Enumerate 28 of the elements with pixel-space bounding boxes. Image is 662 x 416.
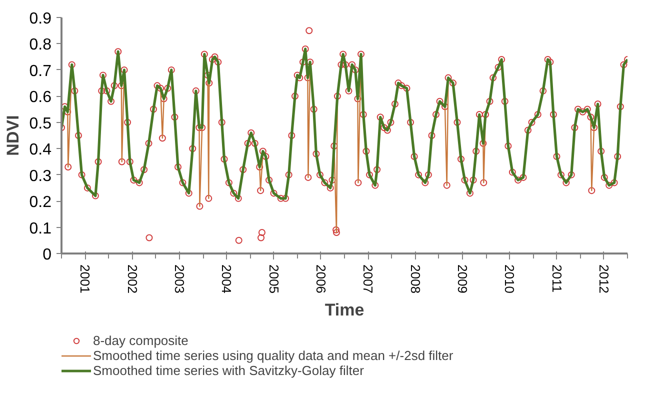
x-tick-label: 2008	[408, 264, 423, 294]
x-tick-label: 2011	[549, 264, 564, 292]
x-tick-label: 2010	[502, 264, 518, 294]
line-series	[62, 48, 628, 200]
y-tick-label: 0.5	[29, 115, 52, 132]
x-tick-label: 2006	[313, 264, 328, 294]
x-tick-label: 2007	[360, 264, 376, 294]
y-tick-label: 0.4	[29, 142, 52, 159]
y-tick-label: 0.1	[29, 220, 52, 238]
x-tick-label: 2004	[219, 264, 234, 294]
y-axis-title: NDVI	[3, 115, 22, 156]
x-tick-label: 2003	[172, 264, 187, 294]
y-tick-label: 0.6	[29, 89, 52, 106]
legend-label: 8-day composite	[93, 333, 188, 348]
x-tick-label: 2002	[124, 264, 140, 294]
y-tick-label: 0	[42, 246, 52, 264]
x-axis-title: Time	[324, 300, 364, 320]
x-tick-label: 2009	[454, 264, 470, 294]
y-tick-label: 0.9	[29, 10, 52, 28]
legend-label: Smoothed time series using quality data and mean +/-2sd filter	[93, 348, 454, 363]
legend-label: Smoothed time series with Savitzky-Golay filter	[93, 363, 364, 378]
y-tick-label: 0.8	[29, 36, 52, 54]
x-tick-label: 2001	[78, 264, 93, 294]
x-tick-label: 2005	[266, 264, 282, 294]
y-tick-label: 0.2	[29, 194, 52, 212]
x-tick-label: 2012	[596, 264, 612, 294]
y-tick-label: 0.3	[29, 168, 52, 185]
y-tick-label: 0.7	[29, 62, 52, 80]
